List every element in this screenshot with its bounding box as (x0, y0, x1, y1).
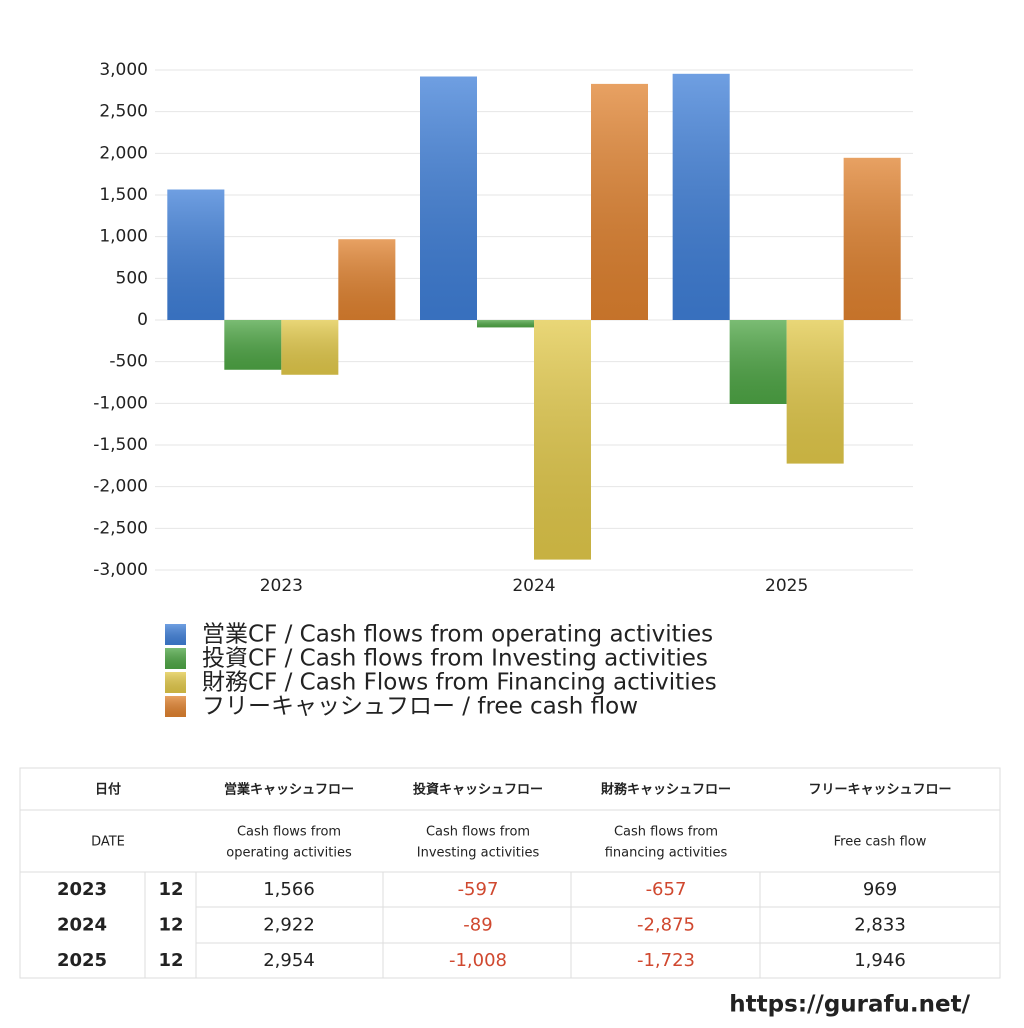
table-header: フリーキャッシュフロー (808, 783, 951, 798)
legend-label: フリーキャッシュフロー / free cash flow (202, 694, 638, 720)
y-tick-label: -500 (109, 352, 148, 372)
y-tick-label: 0 (137, 310, 148, 330)
table-subheader: DATE (91, 835, 125, 850)
table-cell: -597 (458, 879, 499, 900)
y-tick-label: 1,500 (99, 185, 148, 205)
table-subheader: Cash flows from (614, 825, 718, 840)
legend-swatch-shine (165, 696, 186, 717)
table-subheader: Free cash flow (834, 835, 927, 850)
table-subheader: Cash flows from (426, 825, 530, 840)
legend-swatch-shine (165, 672, 186, 693)
table-cell: -2,875 (637, 915, 695, 936)
y-tick-label: -2,000 (93, 477, 148, 497)
bar-shine (786, 320, 844, 464)
bar-shine (729, 320, 787, 404)
y-tick-label: -1,000 (93, 393, 148, 413)
table-cell: -1,008 (449, 950, 507, 971)
y-tick-label: 2,500 (99, 102, 148, 122)
y-tick-label: 1,000 (99, 227, 148, 247)
bar-shine (338, 239, 396, 320)
bar-shine (477, 320, 534, 328)
table-cell: 12 (158, 879, 183, 900)
table-header: 財務キャッシュフロー (600, 782, 731, 798)
table-cell: 2024 (57, 915, 107, 936)
bar-shine (224, 320, 282, 370)
table-subheader: operating activities (226, 846, 352, 861)
y-tick-label: -3,000 (93, 560, 148, 580)
table-cell: -657 (646, 879, 687, 900)
legend-swatch-shine (165, 648, 186, 669)
table-cell: 12 (158, 950, 183, 971)
legend-label: 投資CF / Cash flows from Investing activit… (202, 646, 708, 672)
bar-shine (420, 76, 477, 320)
legend-label: 営業CF / Cash flows from operating activit… (202, 622, 713, 648)
bar-shine (591, 83, 648, 321)
x-tick-label: 2025 (765, 576, 808, 596)
table-header: 投資キャッシュフロー (413, 782, 543, 798)
x-tick-label: 2024 (512, 576, 555, 596)
legend-swatch-shine (165, 624, 186, 645)
y-tick-label: 2,000 (99, 143, 148, 163)
x-tick-label: 2023 (260, 576, 303, 596)
table-header: 日付 (95, 782, 121, 798)
table-cell: -89 (463, 915, 492, 936)
bar-shine (672, 73, 730, 320)
bar-shine (534, 320, 591, 560)
table-cell: 2023 (57, 879, 107, 900)
table-cell: 2,954 (263, 950, 315, 971)
table-cell: 1,566 (263, 879, 315, 900)
legend-label: 財務CF / Cash Flows from Financing activit… (202, 670, 717, 696)
table-cell: 12 (158, 915, 183, 936)
table-subheader: Cash flows from (237, 825, 341, 840)
y-tick-label: 3,000 (99, 60, 148, 80)
footer-url: https://gurafu.net/ (729, 992, 970, 1018)
table-cell: 2,833 (854, 915, 906, 936)
bar-shine (167, 189, 225, 320)
table-lines (19, 767, 1001, 979)
table-cell: 969 (863, 879, 897, 900)
table-cell: 2025 (57, 950, 107, 971)
table-header: 営業キャッシュフロー (224, 782, 354, 798)
table-subheader: Investing activities (417, 846, 540, 861)
y-tick-label: -1,500 (93, 435, 148, 455)
y-tick-label: 500 (116, 268, 148, 288)
bar-shine (843, 157, 901, 320)
bar-shine (281, 320, 339, 375)
table-subheader: financing activities (605, 846, 728, 861)
table-cell: 1,946 (854, 950, 906, 971)
table-cell: 2,922 (263, 915, 315, 936)
y-tick-label: -2,500 (93, 518, 148, 538)
table-cell: -1,723 (637, 950, 695, 971)
